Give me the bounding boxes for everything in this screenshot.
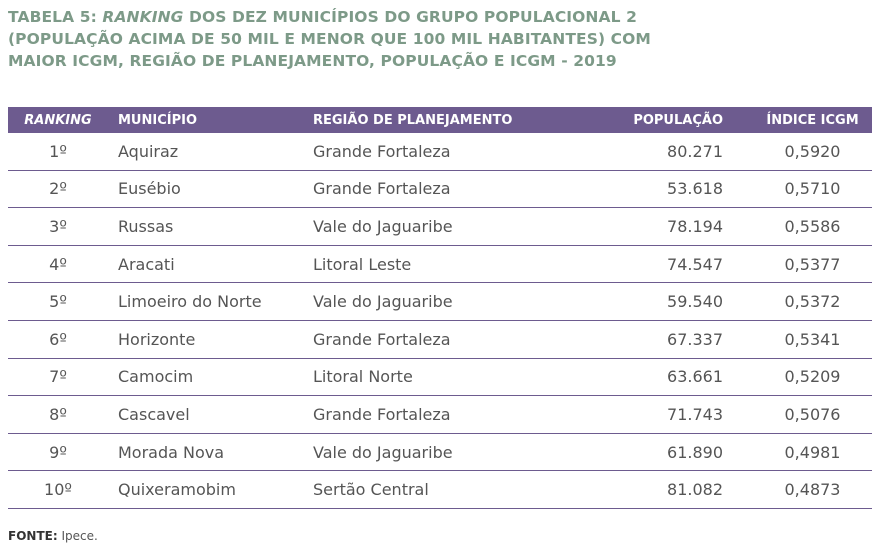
table-cell: 81.082 (603, 470, 723, 509)
table-cell: Sertão Central (313, 470, 603, 509)
table-cell: Aquiraz (108, 133, 313, 171)
column-header: ÍNDICE ICGM (723, 107, 872, 133)
table-cell: Morada Nova (108, 433, 313, 472)
table-cell: 1º (8, 133, 108, 171)
source: FONTE: Ipece. (8, 529, 98, 543)
source-label: FONTE: (8, 529, 58, 543)
table-row: 3º Russas Vale do Jaguaribe 78.194 0,5586 (8, 207, 872, 246)
table-cell: 2º (8, 170, 108, 209)
table-cell: 0,5920 (723, 133, 872, 171)
table-row: 4º Aracati Litoral Leste 74.547 0,5377 (8, 245, 872, 284)
table-cell: 63.661 (603, 358, 723, 397)
column-header: REGIÃO DE PLANEJAMENTO (313, 107, 603, 133)
source-text: Ipece. (61, 529, 98, 543)
header-row: RANKING MUNICÍPIO REGIÃO DE PLANEJAMENTO PO… (8, 107, 872, 133)
title-line: TABELA 5: RANKING DOS DEZ MUNICÍPIOS DO … (8, 6, 868, 28)
table-cell: Vale do Jaguaribe (313, 207, 603, 246)
table-cell: 6º (8, 320, 108, 359)
table-cell: Aracati (108, 245, 313, 284)
table-cell: Russas (108, 207, 313, 246)
title-emphasis: RANKING (102, 8, 184, 26)
table-cell: 61.890 (603, 433, 723, 472)
table-cell: Grande Fortaleza (313, 320, 603, 359)
table-cell: 0,4873 (723, 470, 872, 509)
table-cell: 53.618 (603, 170, 723, 209)
table-cell: 8º (8, 395, 108, 434)
title-text: DOS DEZ MUNICÍPIOS DO GRUPO POPULACIONAL… (189, 8, 637, 26)
table-cell: 5º (8, 282, 108, 321)
table-cell: Limoeiro do Norte (108, 282, 313, 321)
column-header: POPULAÇÃO (603, 107, 723, 133)
table-cell: Grande Fortaleza (313, 395, 603, 434)
table-cell: Grande Fortaleza (313, 170, 603, 209)
table-cell: 0,5586 (723, 207, 872, 246)
table-cell: 67.337 (603, 320, 723, 359)
table-cell: Camocim (108, 358, 313, 397)
table-row: 9º Morada Nova Vale do Jaguaribe 61.890 0,49… (8, 433, 872, 472)
table-cell: 0,5076 (723, 395, 872, 434)
table-cell: Vale do Jaguaribe (313, 282, 603, 321)
data-table: RANKING MUNICÍPIO REGIÃO DE PLANEJAMENTO PO… (8, 107, 872, 509)
table-cell: 3º (8, 207, 108, 246)
title-text: (POPULAÇÃO ACIMA DE 50 MIL E MENOR QUE 1… (8, 30, 651, 48)
table-row: 6º Horizonte Grande Fortaleza 67.337 0,5341 (8, 320, 872, 359)
table-cell: Grande Fortaleza (313, 133, 603, 171)
table-cell: 7º (8, 358, 108, 397)
table-cell: Horizonte (108, 320, 313, 359)
table-row: 2º Eusébio Grande Fortaleza 53.618 0,5710 (8, 170, 872, 209)
table-cell: 0,5341 (723, 320, 872, 359)
table-cell: 0,4981 (723, 433, 872, 472)
column-header: MUNICÍPIO (108, 107, 313, 133)
title-text: MAIOR ICGM, REGIÃO DE PLANEJAMENTO, POPU… (8, 52, 617, 70)
table-cell: Quixeramobim (108, 470, 313, 509)
table-title: TABELA 5: RANKING DOS DEZ MUNICÍPIOS DO … (8, 6, 868, 72)
table-cell: Eusébio (108, 170, 313, 209)
table-cell: Vale do Jaguaribe (313, 433, 603, 472)
table-cell: Litoral Norte (313, 358, 603, 397)
table-row: 7º Camocim Litoral Norte 63.661 0,5209 (8, 358, 872, 397)
table-cell: 78.194 (603, 207, 723, 246)
table-cell: 4º (8, 245, 108, 284)
table-cell: 10º (8, 470, 108, 509)
table-row: 5º Limoeiro do Norte Vale do Jaguaribe 59.5… (8, 282, 872, 321)
table-cell: Litoral Leste (313, 245, 603, 284)
table-cell: 71.743 (603, 395, 723, 434)
table-cell: 0,5377 (723, 245, 872, 284)
column-header: RANKING (8, 107, 108, 133)
table-cell: Cascavel (108, 395, 313, 434)
table-body: 1º Aquiraz Grande Fortaleza 80.271 0,5920 2º E… (8, 133, 872, 509)
table-cell: 0,5372 (723, 282, 872, 321)
table-cell: 59.540 (603, 282, 723, 321)
table-cell: 0,5209 (723, 358, 872, 397)
table-row: 1º Aquiraz Grande Fortaleza 80.271 0,5920 (8, 133, 872, 171)
table-cell: 9º (8, 433, 108, 472)
table-cell: 80.271 (603, 133, 723, 171)
table-row: 10º Quixeramobim Sertão Central 81.082 0,487… (8, 470, 872, 509)
table-row: 8º Cascavel Grande Fortaleza 71.743 0,5076 (8, 395, 872, 434)
title-label: TABELA 5: (8, 8, 97, 26)
table-cell: 0,5710 (723, 170, 872, 209)
table-cell: 74.547 (603, 245, 723, 284)
